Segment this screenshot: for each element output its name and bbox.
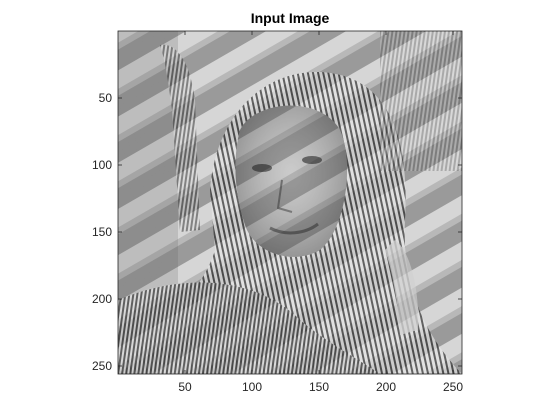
x-tick-label: 50: [178, 380, 192, 394]
image-content: [118, 31, 462, 374]
tick-marks: [118, 31, 462, 374]
x-tick-label: 200: [376, 380, 396, 394]
y-tick-label: 200: [92, 292, 112, 306]
y-tick-label: 100: [92, 158, 112, 172]
y-tick-label: 150: [92, 225, 112, 239]
x-tick-label: 100: [242, 380, 262, 394]
y-tick-label: 250: [92, 359, 112, 373]
plot-title: Input Image: [250, 10, 330, 26]
y-tick-label: 50: [99, 91, 113, 105]
x-tick-label: 150: [309, 380, 329, 394]
x-tick-label: 250: [443, 380, 463, 394]
axes-frame: [117, 30, 463, 375]
